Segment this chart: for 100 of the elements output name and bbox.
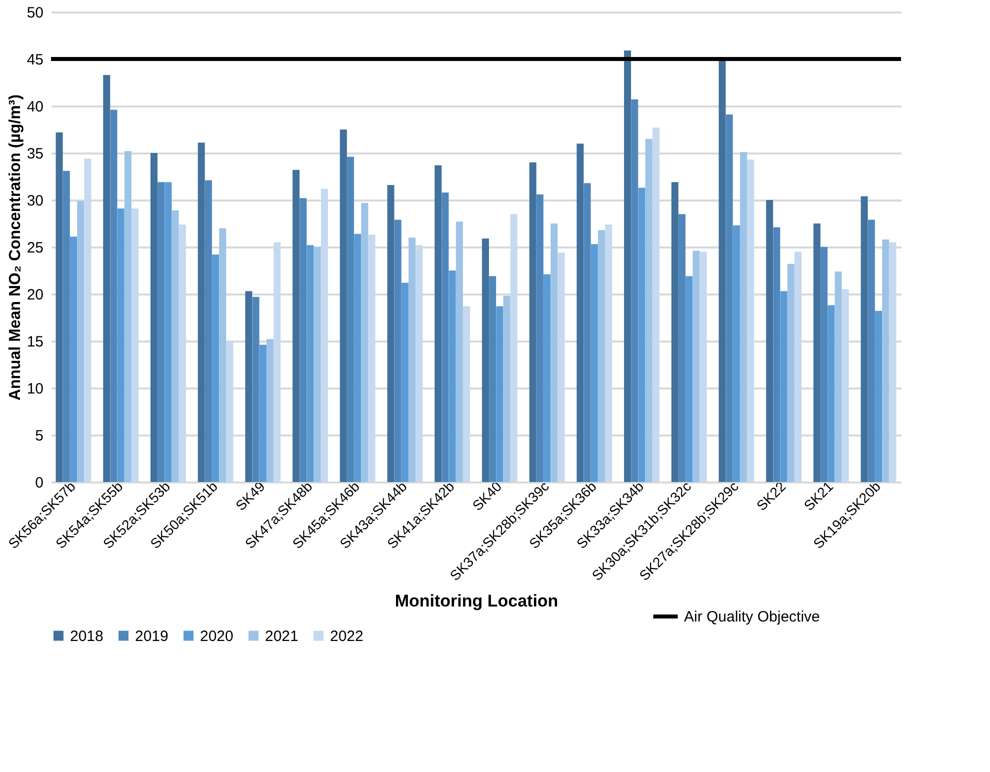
- bar: [576, 144, 584, 482]
- bar: [212, 254, 220, 482]
- bar: [434, 165, 442, 482]
- bar: [408, 238, 416, 482]
- bar: [605, 224, 612, 482]
- bar: [489, 276, 496, 482]
- bar: [463, 306, 470, 482]
- legend-label: 2022: [330, 628, 364, 645]
- bar: [245, 291, 252, 482]
- bar: [510, 214, 518, 482]
- bar: [164, 182, 172, 482]
- bar: [456, 222, 463, 482]
- bar: [314, 247, 321, 482]
- y-tick-label: 10: [26, 380, 44, 398]
- bar: [631, 99, 638, 482]
- bar: [354, 234, 362, 482]
- legend-label: 2019: [135, 628, 168, 645]
- bar: [671, 182, 678, 482]
- legend-label: 2018: [70, 628, 104, 645]
- bar: [103, 74, 110, 482]
- bar: [868, 220, 875, 482]
- bar: [62, 170, 70, 482]
- bar: [300, 198, 307, 482]
- bar: [550, 224, 558, 482]
- bar: [794, 252, 802, 482]
- x-axis-title: Monitoring Location: [394, 592, 558, 611]
- y-tick-label: 5: [35, 428, 44, 444]
- bar: [219, 228, 226, 482]
- bar: [70, 236, 77, 482]
- legend-label: 2020: [200, 628, 234, 645]
- bar: [544, 274, 551, 482]
- bar: [787, 264, 794, 482]
- bar: [124, 151, 132, 482]
- bar: [150, 153, 158, 482]
- bar: [718, 59, 726, 482]
- bar: [645, 138, 652, 482]
- bar: [320, 188, 328, 482]
- bar: [401, 282, 408, 482]
- y-tick-label: 30: [26, 192, 44, 210]
- y-tick-label: 45: [26, 52, 44, 68]
- bar: [204, 180, 212, 482]
- y-tick-label: 15: [26, 334, 44, 350]
- bar: [686, 276, 693, 482]
- bar: [84, 158, 92, 482]
- bar: [387, 184, 394, 482]
- bar: [860, 196, 868, 482]
- bar: [732, 225, 740, 482]
- bar: [813, 224, 820, 482]
- bar: [226, 341, 234, 482]
- bar: [198, 142, 205, 482]
- bar: [496, 306, 504, 482]
- bar: [740, 152, 748, 482]
- bar: [747, 160, 754, 482]
- bar: [590, 244, 598, 482]
- bar: [536, 194, 544, 482]
- bar: [584, 183, 591, 482]
- bar: [503, 296, 510, 482]
- bar: [442, 192, 449, 482]
- bar: [448, 270, 456, 482]
- bar: [347, 156, 354, 482]
- y-tick-label: 25: [26, 240, 44, 256]
- bar: [773, 227, 780, 482]
- bar: [842, 289, 849, 482]
- bar: [416, 245, 423, 482]
- bar: [306, 245, 314, 482]
- bar: [340, 130, 347, 482]
- bar: [132, 208, 139, 482]
- bar: [558, 252, 565, 482]
- y-tick-label: 20: [26, 286, 44, 304]
- bar: [692, 250, 700, 482]
- bar: [828, 305, 835, 482]
- bar: [638, 188, 646, 482]
- bar: [882, 239, 890, 482]
- bar: [77, 200, 84, 482]
- y-axis-title: Annual Mean NO₂ Concentration (µg/m³): [6, 94, 24, 401]
- bar: [834, 271, 842, 482]
- bar: [726, 114, 733, 482]
- legend-label: 2021: [265, 628, 298, 645]
- bar: [889, 242, 896, 482]
- bar: [259, 344, 266, 482]
- bar: [875, 310, 882, 482]
- bar: [252, 296, 260, 482]
- y-tick-label: 35: [26, 146, 44, 162]
- bar: [266, 339, 274, 482]
- bar: [394, 220, 402, 482]
- bar: [117, 208, 124, 482]
- bar: [110, 110, 118, 482]
- bar: [529, 162, 536, 482]
- y-tick-label: 40: [26, 98, 44, 116]
- bar: [780, 291, 788, 482]
- bar: [361, 202, 368, 482]
- bar: [56, 132, 63, 482]
- bar: [700, 252, 707, 482]
- bar: [178, 224, 186, 482]
- bar: [482, 238, 489, 482]
- y-tick-label: 50: [26, 4, 44, 22]
- bar: [172, 210, 179, 482]
- bar: [158, 182, 165, 482]
- bar: [678, 214, 686, 482]
- bar: [820, 247, 828, 482]
